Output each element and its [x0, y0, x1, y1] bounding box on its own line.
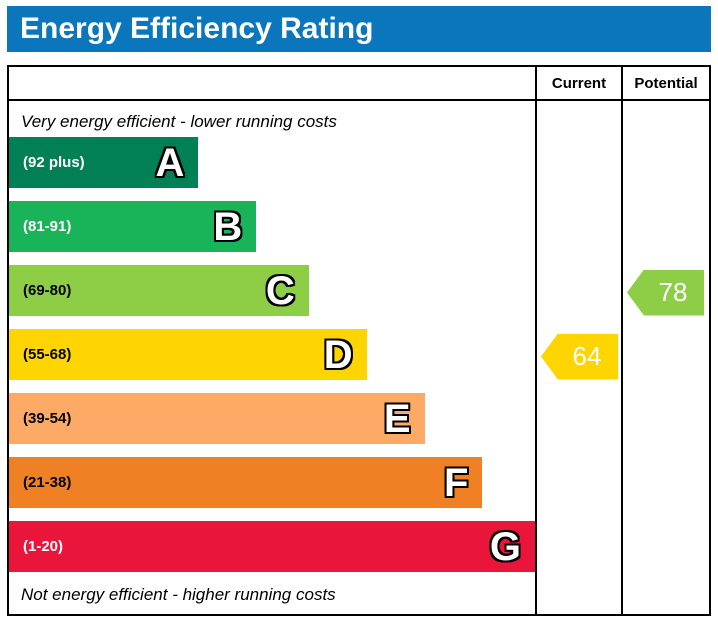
current-arrow: 64 [541, 333, 618, 380]
bands-column: Very energy efficient - lower running co… [9, 101, 535, 614]
current-column-label: Current [551, 74, 607, 92]
header-potential: Potential [621, 67, 709, 101]
band-range-label: (69-80) [23, 282, 72, 299]
bottom-note: Not energy efficient - higher running co… [21, 585, 336, 604]
band-bar: (69-80) C [9, 265, 309, 316]
band-letter: C [265, 268, 295, 313]
band-letter: G [489, 524, 521, 569]
band-row: (81-91) B [9, 201, 535, 252]
band-row: (69-80) C [9, 265, 535, 316]
potential-column-label: Potential [634, 74, 698, 92]
band-bar: (21-38) F [9, 457, 483, 508]
band-row: (39-54) E [9, 393, 535, 444]
band-row: (1-20) G [9, 521, 535, 572]
top-note: Very energy efficient - lower running co… [21, 112, 337, 131]
energy-rating-chart: Current Potential Very energy efficient … [7, 65, 711, 616]
band-bar: (55-68) D [9, 329, 367, 380]
band-letter: A [155, 140, 185, 185]
potential-column: 78 [621, 101, 709, 614]
band-row: (55-68) D [9, 329, 535, 380]
band-range-label: (39-54) [23, 410, 72, 427]
band-range-label: (55-68) [23, 346, 72, 363]
current-value: 64 [572, 341, 602, 371]
band-row: (21-38) F [9, 457, 535, 508]
band-letter: E [383, 396, 411, 441]
band-letter: D [323, 332, 353, 377]
band-row: (92 plus) A [9, 137, 535, 188]
bands: (92 plus) A (81-91) B (69-80) C (55-68) … [9, 137, 535, 585]
band-letter: B [213, 204, 243, 249]
page-title: Energy Efficiency Rating [20, 12, 374, 45]
current-column: 64 [535, 101, 621, 614]
potential-arrow: 78 [627, 269, 704, 316]
potential-value: 78 [658, 277, 688, 307]
band-bar: (92 plus) A [9, 137, 199, 188]
band-range-label: (81-91) [23, 218, 72, 235]
band-bar: (81-91) B [9, 201, 257, 252]
band-range-label: (1-20) [23, 538, 64, 555]
band-range-label: (92 plus) [23, 154, 85, 171]
band-bar: (1-20) G [9, 521, 535, 572]
band-letter: F [443, 460, 469, 505]
header-current: Current [535, 67, 621, 101]
title-bar: Energy Efficiency Rating [7, 6, 711, 52]
header-spacer [9, 67, 535, 101]
band-range-label: (21-38) [23, 474, 72, 491]
band-bar: (39-54) E [9, 393, 425, 444]
